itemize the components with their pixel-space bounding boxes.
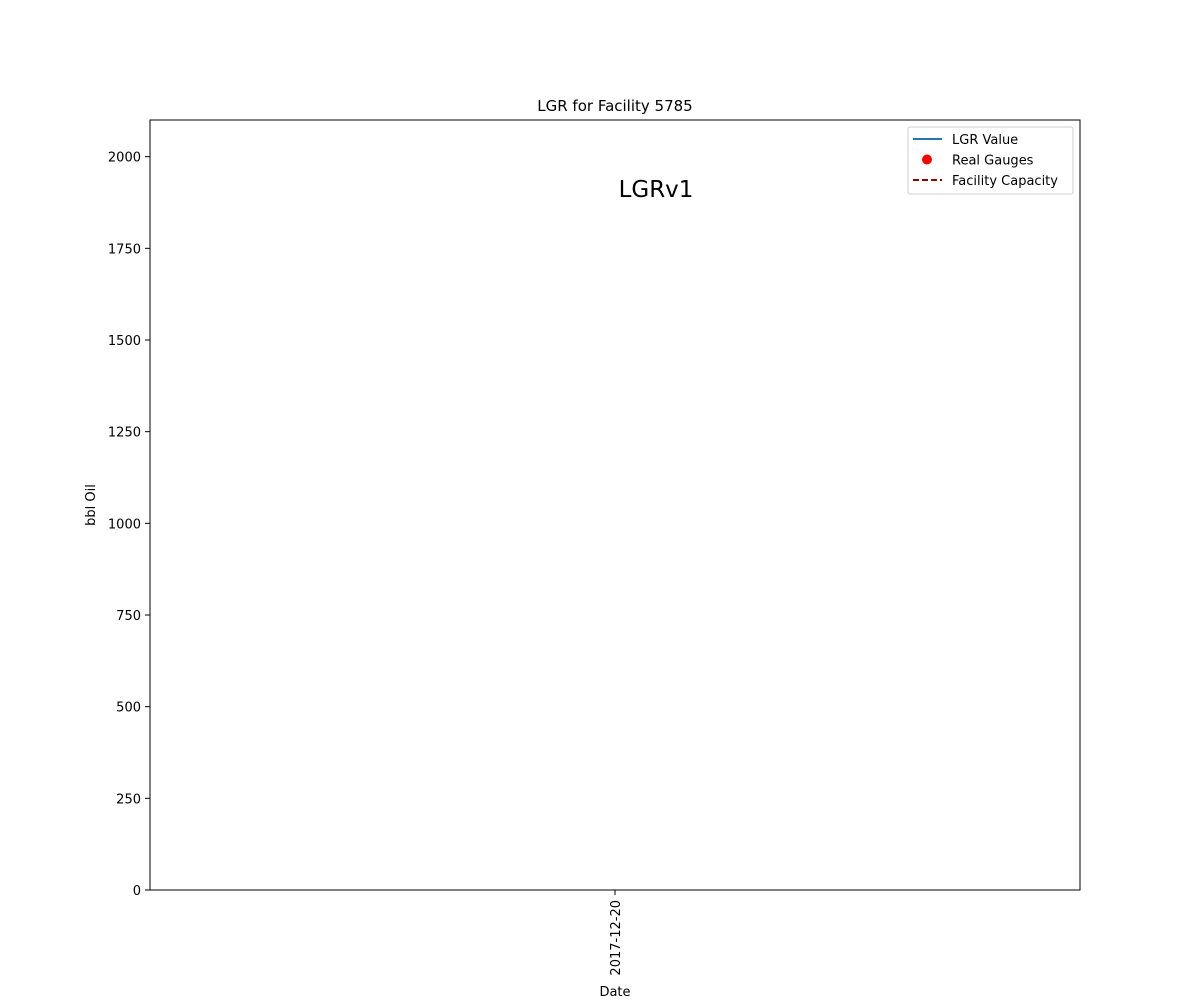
y-tick-label: 1750 xyxy=(108,242,141,257)
x-axis-ticks: 2017-12-20 xyxy=(609,890,624,976)
y-tick-label: 750 xyxy=(116,609,141,624)
chart-annotation: LGRv1 xyxy=(619,177,694,203)
y-tick-label: 1250 xyxy=(108,426,141,441)
y-tick-label: 2000 xyxy=(108,151,141,166)
legend-box xyxy=(907,126,1074,195)
legend: LGR Value Real Gauges Facility Capacity xyxy=(907,126,1074,195)
x-axis-label: Date xyxy=(599,985,630,1000)
y-axis-ticks: 0 250 500 750 1000 1250 1500 1750 2000 xyxy=(108,151,150,899)
legend-marker-swatch xyxy=(922,154,932,165)
chart-title: LGR for Facility 5785 xyxy=(537,97,692,115)
y-tick-label: 500 xyxy=(116,701,141,716)
y-axis-label: bbl Oil xyxy=(84,484,99,526)
legend-label: LGR Value xyxy=(952,133,1018,148)
y-tick-label: 250 xyxy=(116,792,141,807)
legend-label: Facility Capacity xyxy=(952,174,1058,189)
plot-area xyxy=(149,119,1081,891)
x-tick-label: 2017-12-20 xyxy=(609,900,624,976)
y-tick-label: 1000 xyxy=(108,517,141,532)
y-tick-label: 0 xyxy=(133,884,141,899)
y-tick-label: 1500 xyxy=(108,334,141,349)
legend-label: Real Gauges xyxy=(952,154,1034,169)
